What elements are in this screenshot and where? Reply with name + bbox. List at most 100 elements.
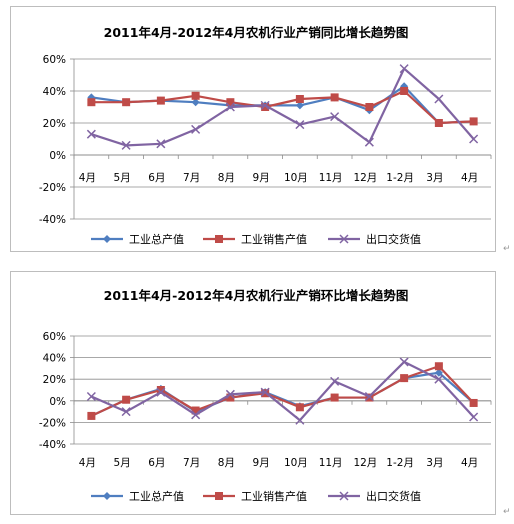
data-point: [330, 393, 339, 402]
data-point: [156, 386, 165, 394]
x-tick-label: 11月: [319, 457, 343, 469]
chart-yoy-svg: 2011年4月-2012年4月农机行业产销同比增长趋势图 60% 40% 20% 0% -…: [39, 25, 492, 246]
y-tick-label: 40%: [43, 86, 66, 98]
data-point: [191, 98, 200, 107]
x-tick-label: 6月: [148, 172, 165, 184]
y-tick-label: 40%: [43, 353, 66, 365]
y-tick-label: 0%: [49, 150, 66, 162]
series-line: [90, 365, 475, 417]
legend-marker: [103, 492, 111, 500]
data-point: [191, 406, 200, 415]
x-tick-label: 5月: [114, 457, 131, 469]
data-point: [87, 411, 96, 420]
data-point: [260, 387, 270, 397]
chart-title: 2011年4月-2012年4月农机行业产销环比增长趋势图: [104, 288, 409, 303]
x-tick-label: 11月: [319, 172, 343, 184]
data-point: [400, 87, 409, 95]
x-tick-label: 10月: [284, 172, 308, 184]
x-tick-label: 9月: [253, 457, 270, 469]
data-point: [156, 387, 166, 397]
data-point: [261, 103, 270, 111]
data-point: [225, 389, 235, 399]
data-point: [364, 137, 374, 147]
y-tick-label: 0%: [49, 396, 66, 408]
legend-label: 出口交货值: [366, 489, 421, 503]
legend-marker: [339, 491, 349, 501]
data-point: [434, 362, 443, 371]
legend-marker: [215, 235, 223, 243]
chart-mom-svg: 2011年4月-2012年4月农机行业产销环比增长趋势图 60% 40% 20% 0% -…: [39, 288, 492, 503]
data-point: [226, 98, 235, 107]
data-point: [364, 391, 374, 402]
x-tick-label: 12月: [353, 172, 377, 184]
data-point: [295, 101, 304, 110]
y-tick-label: -40%: [39, 214, 66, 226]
y-tick-label: -20%: [39, 182, 66, 194]
chart-title: 2011年4月-2012年4月农机行业产销同比增长趋势图: [104, 25, 409, 40]
x-tick-label: 1-2月: [386, 457, 414, 469]
data-point: [226, 393, 235, 402]
x-tick-label: 4月: [461, 172, 478, 184]
x-tick-label: 6月: [148, 457, 165, 469]
series-line: [91, 67, 475, 147]
y-tick-label: 60%: [43, 331, 66, 343]
x-tick-label: 3月: [426, 457, 443, 469]
x-tick-label: 8月: [218, 457, 235, 469]
x-tick-label: 4月: [461, 457, 478, 469]
data-point: [225, 102, 235, 112]
x-tick-label: 4月: [79, 172, 96, 184]
data-point: [469, 117, 478, 126]
data-point: [156, 96, 165, 105]
data-point: [400, 374, 409, 383]
legend-label: 工业销售产值: [241, 489, 307, 503]
y-tick-label: 20%: [43, 118, 66, 130]
data-point: [330, 93, 339, 102]
x-tick-label: 7月: [183, 172, 200, 184]
y-tick-label: 60%: [43, 54, 66, 66]
x-tick-label: 8月: [218, 172, 235, 184]
x-tick-label: 7月: [183, 457, 200, 469]
data-point: [121, 407, 131, 417]
legend-label: 出口交货值: [366, 232, 421, 246]
data-point: [399, 64, 409, 74]
data-point: [121, 140, 131, 150]
y-tick-label: -20%: [39, 417, 66, 429]
series-line: [91, 89, 474, 125]
data-point: [295, 120, 305, 130]
data-point: [399, 357, 409, 367]
data-point: [469, 134, 479, 144]
data-point: [86, 129, 96, 139]
legend-marker: [103, 235, 111, 243]
x-tick-label: 10月: [284, 457, 308, 469]
data-point: [434, 374, 444, 384]
data-point: [191, 410, 201, 420]
data-point: [191, 124, 201, 134]
legend-label: 工业销售产值: [241, 232, 307, 246]
x-tick-label: 12月: [353, 457, 377, 469]
data-point: [156, 139, 166, 149]
data-point: [295, 415, 305, 425]
y-tick-label: 20%: [43, 374, 66, 386]
data-point: [469, 412, 479, 422]
data-point: [469, 398, 478, 407]
data-point: [434, 119, 443, 127]
data-point: [295, 95, 304, 103]
data-point: [330, 112, 340, 122]
data-point: [122, 395, 131, 404]
data-point: [295, 403, 304, 412]
data-point: [434, 94, 444, 104]
chart-mom: 2011年4月-2012年4月农机行业产销环比增长趋势图 60% 40% 20% 0% -…: [10, 271, 496, 515]
legend-marker: [215, 492, 223, 500]
data-point: [122, 98, 131, 107]
data-point: [87, 98, 96, 107]
legend-label: 工业总产值: [129, 489, 184, 503]
data-point: [330, 376, 340, 386]
x-tick-label: 3月: [426, 172, 443, 184]
data-point: [86, 391, 96, 402]
series-line: [91, 85, 474, 125]
x-tick-label: 5月: [114, 172, 131, 184]
x-tick-label: 1-2月: [386, 172, 414, 184]
data-point: [434, 368, 443, 377]
series-line: [90, 360, 475, 422]
legend-marker: [339, 234, 349, 244]
